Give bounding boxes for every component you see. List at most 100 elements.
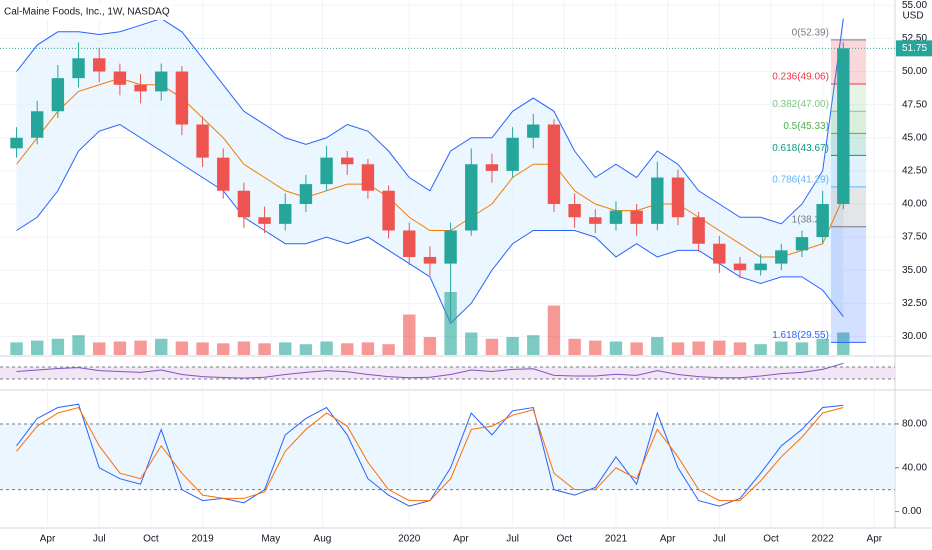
last-price-box [896, 40, 932, 57]
candle-body [341, 157, 354, 165]
volume-bar [72, 335, 85, 355]
volume-bar [609, 341, 623, 355]
title-bg [0, 4, 172, 20]
candle-body [175, 71, 189, 125]
candle-body [527, 124, 540, 138]
candle-body [692, 217, 705, 244]
volume-bar [113, 341, 127, 355]
fib-label: 0.236(49.06) [772, 72, 829, 83]
volume-bar [671, 342, 685, 355]
candle-body [754, 263, 767, 271]
fib-label: 1.618(29.55) [772, 330, 829, 341]
candle-body [403, 230, 416, 257]
volume-bar [444, 292, 457, 355]
volume-bar [651, 337, 664, 355]
stoch-tick-label: 80.00 [902, 419, 927, 430]
candle-body [775, 250, 788, 264]
x-tick-label: Apr [660, 534, 676, 545]
bollinger-fill [16, 18, 844, 324]
bollinger-lower [16, 123, 844, 325]
volume-bar [568, 338, 581, 355]
volume-bar [465, 332, 478, 355]
bollinger-upper [16, 17, 844, 225]
volume-bar [775, 341, 788, 355]
x-tick-label: 2021 [605, 534, 628, 545]
stoch-band [0, 423, 895, 490]
candle-body [10, 137, 23, 149]
volume-bar [816, 338, 829, 355]
volume-bar [217, 343, 230, 355]
y-tick-label: 30.00 [902, 331, 927, 342]
candle-body [217, 157, 230, 191]
fib-label: 0.618(43.67) [772, 143, 829, 154]
candle-body [93, 58, 106, 72]
x-tick-label: 2020 [398, 534, 421, 545]
volume-bar [837, 332, 850, 355]
volume-bar [196, 342, 209, 355]
x-tick-label: Jul [713, 534, 726, 545]
volume-bar [10, 342, 23, 355]
candle-body [795, 237, 809, 251]
stoch-tick-label: 0.00 [902, 506, 922, 517]
fib-label: 0.5(45.33) [783, 121, 829, 132]
x-tick-label: 2019 [191, 534, 214, 545]
candle-body [258, 217, 271, 224]
y-tick-label: 55.00 [902, 0, 927, 11]
candle-body [713, 243, 726, 264]
fib-label: 0.382(47.00) [772, 99, 829, 110]
volume-bar [754, 344, 767, 355]
candle-body [361, 164, 375, 191]
volume-bar [382, 344, 395, 355]
volume-bar [630, 342, 643, 355]
volume-bar [713, 340, 726, 355]
x-tick-label: Jul [506, 534, 519, 545]
volume-bar [258, 343, 271, 355]
volume-bar [237, 341, 251, 355]
volume-bar [589, 340, 602, 355]
volume-bar [361, 342, 375, 355]
y-tick-label: 35.00 [902, 265, 927, 276]
candle-body [237, 190, 251, 218]
x-tick-label: 2022 [812, 534, 835, 545]
candle-body [630, 210, 643, 224]
candle-body [72, 58, 85, 79]
candle-body [568, 203, 581, 218]
volume-bar [423, 337, 437, 355]
candle-body [320, 157, 333, 185]
volume-bar [134, 340, 147, 355]
x-tick-label: Apr [453, 534, 469, 545]
candle-body [609, 210, 623, 224]
volume-bar [527, 335, 540, 355]
candle-body [506, 137, 519, 171]
chart-title: Cal-Maine Foods, Inc., 1W, NASDAQ [4, 7, 170, 18]
y-tick-label: 47.50 [902, 99, 927, 110]
x-tick-label: Jul [93, 534, 106, 545]
fib-label: 0(52.39) [792, 28, 829, 39]
candle-body [299, 184, 313, 204]
candle-body [155, 71, 168, 92]
x-tick-label: Apr [40, 534, 56, 545]
candle-body [837, 48, 850, 204]
x-tick-label: Aug [314, 534, 332, 545]
volume-bar [175, 341, 189, 355]
fib-zone [830, 226, 867, 343]
y-tick-label: 32.50 [902, 298, 927, 309]
candle-body [279, 203, 292, 224]
candle-body [113, 71, 127, 85]
candle-body [651, 177, 664, 224]
volume-bar [299, 344, 313, 355]
y-tick-label: 40.00 [902, 199, 927, 210]
candle-body [547, 124, 561, 204]
fib-label: 1(38.28) [792, 214, 829, 225]
stoch-tick-label: 40.00 [902, 462, 927, 473]
y-tick-label: 37.50 [902, 232, 927, 243]
volume-bar [93, 342, 106, 355]
volume-bar [320, 341, 333, 355]
y-tick-label: 50.00 [902, 66, 927, 77]
volume-bar [485, 338, 499, 355]
candle-body [31, 111, 44, 138]
candle-body [485, 164, 499, 171]
volume-bar [341, 343, 354, 355]
last-price-label: 51.75 [902, 43, 927, 54]
volume-bar [547, 305, 561, 355]
